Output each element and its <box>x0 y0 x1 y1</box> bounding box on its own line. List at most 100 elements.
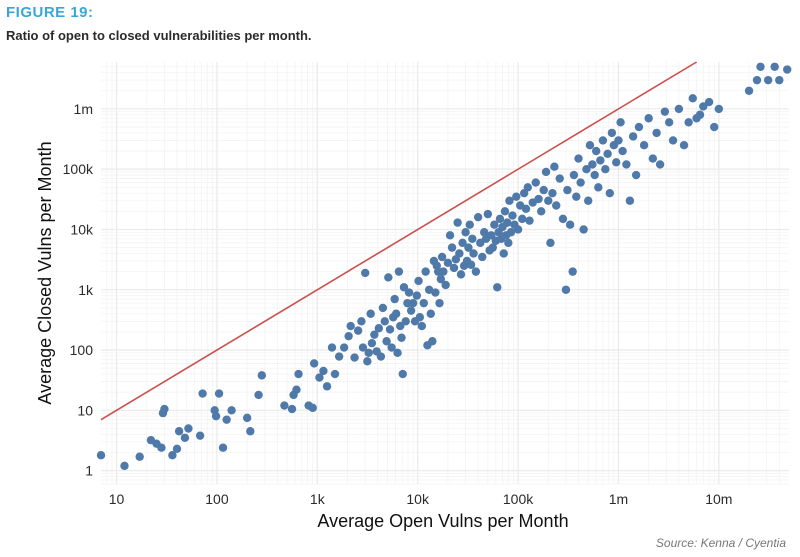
data-point <box>582 164 591 174</box>
data-point <box>465 220 474 229</box>
data-point <box>294 369 303 379</box>
data-point <box>534 194 543 204</box>
data-point <box>466 260 476 269</box>
data-point <box>443 258 453 268</box>
data-point <box>257 371 267 380</box>
data-point <box>541 167 551 177</box>
data-point <box>222 415 231 424</box>
data-point <box>401 317 410 326</box>
data-point <box>315 373 324 382</box>
data-point <box>308 403 317 413</box>
data-point <box>468 234 477 244</box>
data-point <box>363 357 372 366</box>
data-point <box>500 207 510 216</box>
data-point <box>561 285 571 294</box>
grid-lines <box>101 62 789 485</box>
data-point <box>346 321 355 331</box>
data-point <box>596 156 605 165</box>
data-point <box>574 154 583 163</box>
data-point <box>160 404 169 414</box>
data-points <box>96 62 792 471</box>
data-point <box>684 118 693 127</box>
data-point <box>309 359 319 368</box>
data-point <box>246 427 255 436</box>
data-point <box>518 214 527 224</box>
data-point <box>449 263 459 273</box>
y-tick-label: 10k <box>70 221 94 237</box>
data-point <box>394 267 404 276</box>
data-point <box>471 267 481 276</box>
data-point <box>464 243 473 252</box>
data-point <box>385 325 395 334</box>
data-point <box>648 154 658 163</box>
data-point <box>419 298 428 308</box>
data-point <box>652 128 661 138</box>
data-point <box>415 313 425 322</box>
data-point <box>660 107 670 116</box>
data-point <box>344 331 353 341</box>
data-point <box>437 252 447 262</box>
data-point <box>552 201 561 210</box>
data-point <box>214 389 224 398</box>
data-point <box>699 102 708 111</box>
data-point <box>601 164 610 174</box>
data-point <box>408 298 418 308</box>
data-point <box>327 343 337 352</box>
data-point <box>453 218 462 227</box>
x-tick-label: 10 <box>109 491 125 507</box>
data-point <box>488 243 497 252</box>
data-point <box>322 382 332 391</box>
data-point <box>387 343 396 352</box>
data-point <box>558 214 568 224</box>
data-point <box>399 283 409 292</box>
data-point <box>521 204 531 214</box>
data-point <box>436 274 446 284</box>
data-point <box>280 401 289 410</box>
data-point <box>625 196 635 205</box>
data-point <box>506 228 516 237</box>
data-point <box>473 212 483 222</box>
x-tick-label: 100k <box>503 491 534 507</box>
data-point <box>622 160 631 169</box>
data-point <box>588 160 597 169</box>
data-point <box>756 62 765 71</box>
data-point <box>366 309 375 318</box>
data-point <box>512 192 521 201</box>
data-point <box>456 270 466 279</box>
x-tick-label: 10k <box>406 491 430 507</box>
data-point <box>634 122 644 132</box>
data-point <box>172 444 182 454</box>
data-point <box>404 288 414 297</box>
data-point <box>539 185 548 195</box>
y-tick-label: 1k <box>78 282 94 298</box>
data-point <box>439 267 448 276</box>
y-tick-label: 1 <box>85 463 93 479</box>
data-point <box>441 280 450 290</box>
data-point <box>555 174 564 183</box>
data-point <box>631 170 641 180</box>
data-point <box>655 160 665 169</box>
data-point <box>513 225 523 234</box>
data-point <box>644 114 653 123</box>
data-point <box>396 321 405 331</box>
data-point <box>135 452 144 461</box>
x-tick-label: 1k <box>310 491 326 507</box>
data-point <box>603 149 612 159</box>
data-point <box>584 196 593 205</box>
data-point <box>775 75 784 85</box>
data-point <box>503 218 512 227</box>
data-point <box>546 238 555 248</box>
data-point <box>605 188 615 198</box>
data-point <box>628 132 638 141</box>
y-tick-label: 1m <box>74 101 93 117</box>
data-point <box>710 122 719 132</box>
data-point <box>455 249 464 258</box>
data-point <box>469 249 478 258</box>
data-point <box>590 170 599 180</box>
data-point <box>598 136 608 145</box>
data-point <box>287 404 297 414</box>
data-point <box>579 225 588 234</box>
data-point <box>493 283 502 292</box>
data-point <box>406 306 416 315</box>
